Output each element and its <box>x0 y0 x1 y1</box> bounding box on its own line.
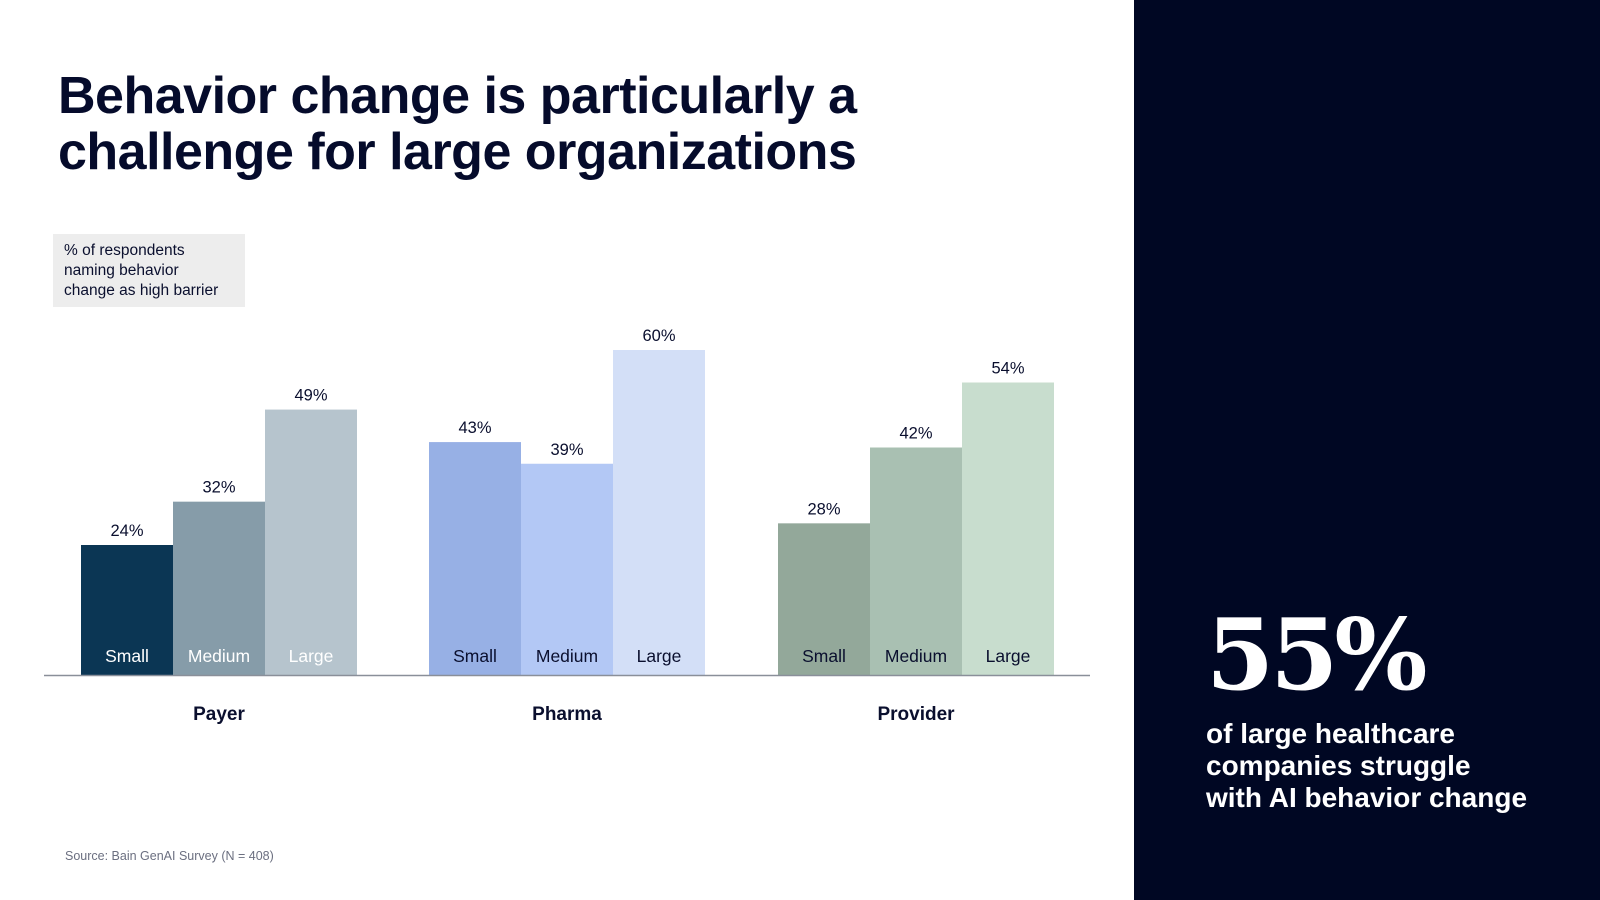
bar-size-label: Medium <box>188 646 250 666</box>
bar-size-label: Medium <box>536 646 598 666</box>
legend-line: % of respondents <box>64 242 185 259</box>
bar-size-label: Medium <box>885 646 947 666</box>
title-line-2: challenge for large organizations <box>58 123 857 181</box>
bar-payer-medium <box>173 501 265 675</box>
title-line-1: Behavior change is particularly a <box>58 67 857 125</box>
bar-provider-large <box>962 382 1054 675</box>
source-note: Source: Bain GenAI Survey (N = 408) <box>65 849 274 863</box>
category-label: Pharma <box>532 704 602 725</box>
bar-chart: 24% Small 32% Medium 49% Large Payer 43% Small 39… <box>44 327 1090 725</box>
callout-line: with AI behavior change <box>1206 782 1528 813</box>
data-label: 24% <box>110 522 143 540</box>
category-label: Payer <box>193 704 245 725</box>
data-label: 43% <box>458 419 491 437</box>
callout-line: of large healthcare <box>1206 718 1455 749</box>
category-label: Provider <box>877 704 955 725</box>
callout-panel: 55% of large healthcare companies strugg… <box>1134 0 1600 900</box>
bar-payer-large <box>265 409 357 675</box>
data-label: 39% <box>550 441 583 459</box>
legend-line: change as high barrier <box>64 282 219 299</box>
bar-size-label: Small <box>802 646 846 666</box>
bar-pharma-large <box>613 350 705 675</box>
legend-line: naming behavior <box>64 262 179 279</box>
data-label: 60% <box>642 327 675 345</box>
data-label: 54% <box>991 360 1024 378</box>
bar-size-label: Large <box>289 646 334 666</box>
page-title: Behavior change is particularly a challe… <box>58 68 857 180</box>
callout-text: of large healthcare companies struggle w… <box>1206 718 1527 814</box>
data-label: 42% <box>899 425 932 443</box>
bar-pharma-medium <box>521 463 613 675</box>
bar-payer-small <box>81 545 173 675</box>
y-axis-label-box: % of respondents naming behavior change … <box>53 234 245 307</box>
bar-size-label: Small <box>105 646 149 666</box>
data-label: 32% <box>202 479 235 497</box>
callout-value: 55% <box>1206 598 1427 713</box>
bar-size-label: Large <box>637 646 682 666</box>
bar-size-label: Large <box>986 646 1031 666</box>
bar-pharma-small <box>429 442 521 675</box>
bar-provider-medium <box>870 447 962 675</box>
bar-provider-small <box>778 523 870 675</box>
bar-size-label: Small <box>453 646 497 666</box>
data-label: 28% <box>807 500 840 518</box>
data-label: 49% <box>294 387 327 405</box>
callout-line: companies struggle <box>1206 750 1471 781</box>
